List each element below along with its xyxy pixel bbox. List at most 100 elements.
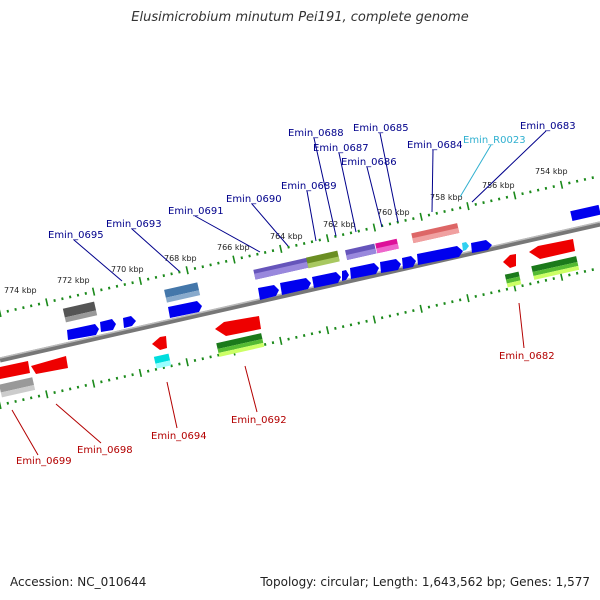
scale-label-760: 760 kbp (377, 208, 410, 217)
forward-scale-minor-tick (529, 190, 532, 194)
label-emin-0685: Emin_0685 (353, 123, 409, 134)
reverse-scale-major-tick (279, 336, 283, 345)
forward-scale-minor-tick (287, 245, 290, 249)
scale-label-770: 770 kbp (111, 265, 144, 274)
reverse-scale-minor-tick (193, 358, 197, 362)
gene-bar-0690-0689 (253, 257, 311, 280)
forward-scale-minor-tick (568, 181, 571, 185)
label-emin-0698: Emin_0698 (77, 445, 133, 456)
reverse-scale-minor-tick (217, 353, 220, 357)
reverse-scale-minor-tick (349, 323, 353, 327)
label-emin-0684: Emin_0684 (407, 140, 463, 151)
forward-scale-minor-tick (412, 217, 415, 221)
reverse-scale-minor-tick (271, 341, 275, 345)
cds-arrow-7 (312, 272, 341, 288)
label-emin-0688: Emin_0688 (288, 128, 344, 139)
forward-scale-minor-tick (224, 259, 228, 263)
forward-scale-minor-tick (302, 242, 306, 246)
cds-arrow-3 (123, 316, 136, 328)
scale-label-756: 756 kbp (482, 181, 515, 190)
reverse-scale-minor-tick (334, 326, 337, 330)
reverse-scale-major-tick (325, 326, 330, 335)
scale-label-772: 772 kbp (57, 276, 90, 285)
forward-scale-minor-tick (84, 291, 88, 295)
forward-scale-minor-tick (490, 199, 493, 203)
forward-scale-minor-tick (29, 304, 33, 308)
forward-scale-major-tick (91, 287, 96, 296)
forward-scale-minor-tick (107, 286, 111, 290)
cds-reverse-0682b (529, 239, 575, 259)
forward-scale-minor-tick (154, 275, 158, 279)
reverse-scale-minor-tick (458, 298, 462, 302)
gene-bar-0683 (570, 204, 600, 221)
cds-arrow-5 (258, 285, 279, 300)
reverse-scale-minor-tick (521, 284, 524, 288)
reverse-gene-labels: Emin_0699 Emin_0698 Emin_0694 Emin_0692 … (16, 351, 555, 467)
label-emin-0689: Emin_0689 (281, 181, 337, 192)
forward-scale-minor-tick (341, 233, 345, 237)
label-emin-0693: Emin_0693 (106, 219, 162, 230)
label-emin-0686: Emin_0686 (341, 157, 397, 168)
scale-label-774: 774 kbp (4, 286, 37, 295)
reverse-scale-minor-tick (529, 282, 532, 286)
reverse-scale-minor-tick (295, 335, 298, 339)
forward-scale-minor-tick (427, 213, 431, 217)
gene-bar-0686 (345, 243, 377, 260)
forward-scale-major-tick (466, 202, 470, 211)
forward-scale-minor-tick (435, 211, 439, 215)
reverse-scale-minor-tick (170, 364, 173, 368)
cds-arrow-10 (380, 259, 401, 273)
cds-reverse-0698 (31, 356, 68, 374)
reverse-scale-minor-tick (497, 289, 501, 293)
reverse-features (0, 239, 580, 398)
forward-scale-minor-tick (451, 208, 454, 212)
scale-label-764: 764 kbp (270, 232, 303, 241)
reverse-scale-major-tick (559, 272, 564, 281)
label-emin-0695: Emin_0695 (48, 230, 104, 241)
forward-scale-minor-tick (178, 270, 181, 274)
reverse-scale-minor-tick (53, 391, 56, 395)
label-emin-0687: Emin_0687 (313, 143, 369, 154)
reverse-scale-minor-tick (287, 337, 290, 341)
reverse-scale-minor-tick (146, 369, 150, 373)
reverse-scale-minor-tick (544, 278, 548, 282)
reverse-scale-minor-tick (365, 319, 368, 323)
cds-arrow-11 (402, 256, 416, 269)
reverse-scale-major-tick (45, 390, 49, 399)
forward-scale-minor-tick (100, 288, 103, 292)
forward-scale-minor-tick (544, 186, 548, 190)
forward-scale-minor-tick (404, 218, 407, 222)
cds-reverse-0694 (152, 336, 167, 350)
label-emin-0683: Emin_0683 (520, 121, 576, 132)
label-emin-0691: Emin_0691 (168, 206, 224, 217)
reverse-scale-major-tick (466, 294, 470, 303)
forward-scale-minor-tick (271, 249, 275, 253)
reverse-scale-minor-tick (451, 300, 454, 304)
scale-labels: 774 kbp 772 kbp 770 kbp 768 kbp 766 kbp … (4, 167, 568, 295)
scale-label-758: 758 kbp (430, 193, 463, 202)
cds-arrow-2 (100, 319, 116, 332)
cds-reverse-0692 (215, 316, 261, 336)
forward-scale-major-tick (513, 191, 517, 200)
forward-scale-major-tick (138, 276, 143, 286)
forward-scale-major-tick (45, 298, 49, 307)
forward-scale-minor-tick (388, 222, 392, 226)
forward-scale-minor-tick (201, 265, 205, 269)
forward-scale-minor-tick (458, 206, 462, 210)
forward-scale-major-tick (0, 309, 2, 318)
reverse-scale-minor-tick (22, 398, 25, 402)
reverse-scale-major-tick (138, 368, 143, 378)
forward-scale-minor-tick (53, 299, 56, 303)
reverse-scale-minor-tick (505, 287, 509, 291)
reverse-scale-minor-tick (14, 399, 17, 403)
reverse-scale-minor-tick (37, 394, 41, 398)
reverse-scale-minor-tick (536, 280, 540, 284)
forward-scale-minor-tick (505, 195, 509, 199)
reverse-scale-minor-tick (591, 268, 595, 272)
forward-scale-minor-tick (146, 277, 150, 281)
reverse-scale-minor-tick (380, 316, 384, 320)
forward-scale-minor-tick (482, 201, 485, 205)
forward-scale-minor-tick (115, 284, 119, 288)
scale-label-762: 762 kbp (323, 220, 356, 229)
